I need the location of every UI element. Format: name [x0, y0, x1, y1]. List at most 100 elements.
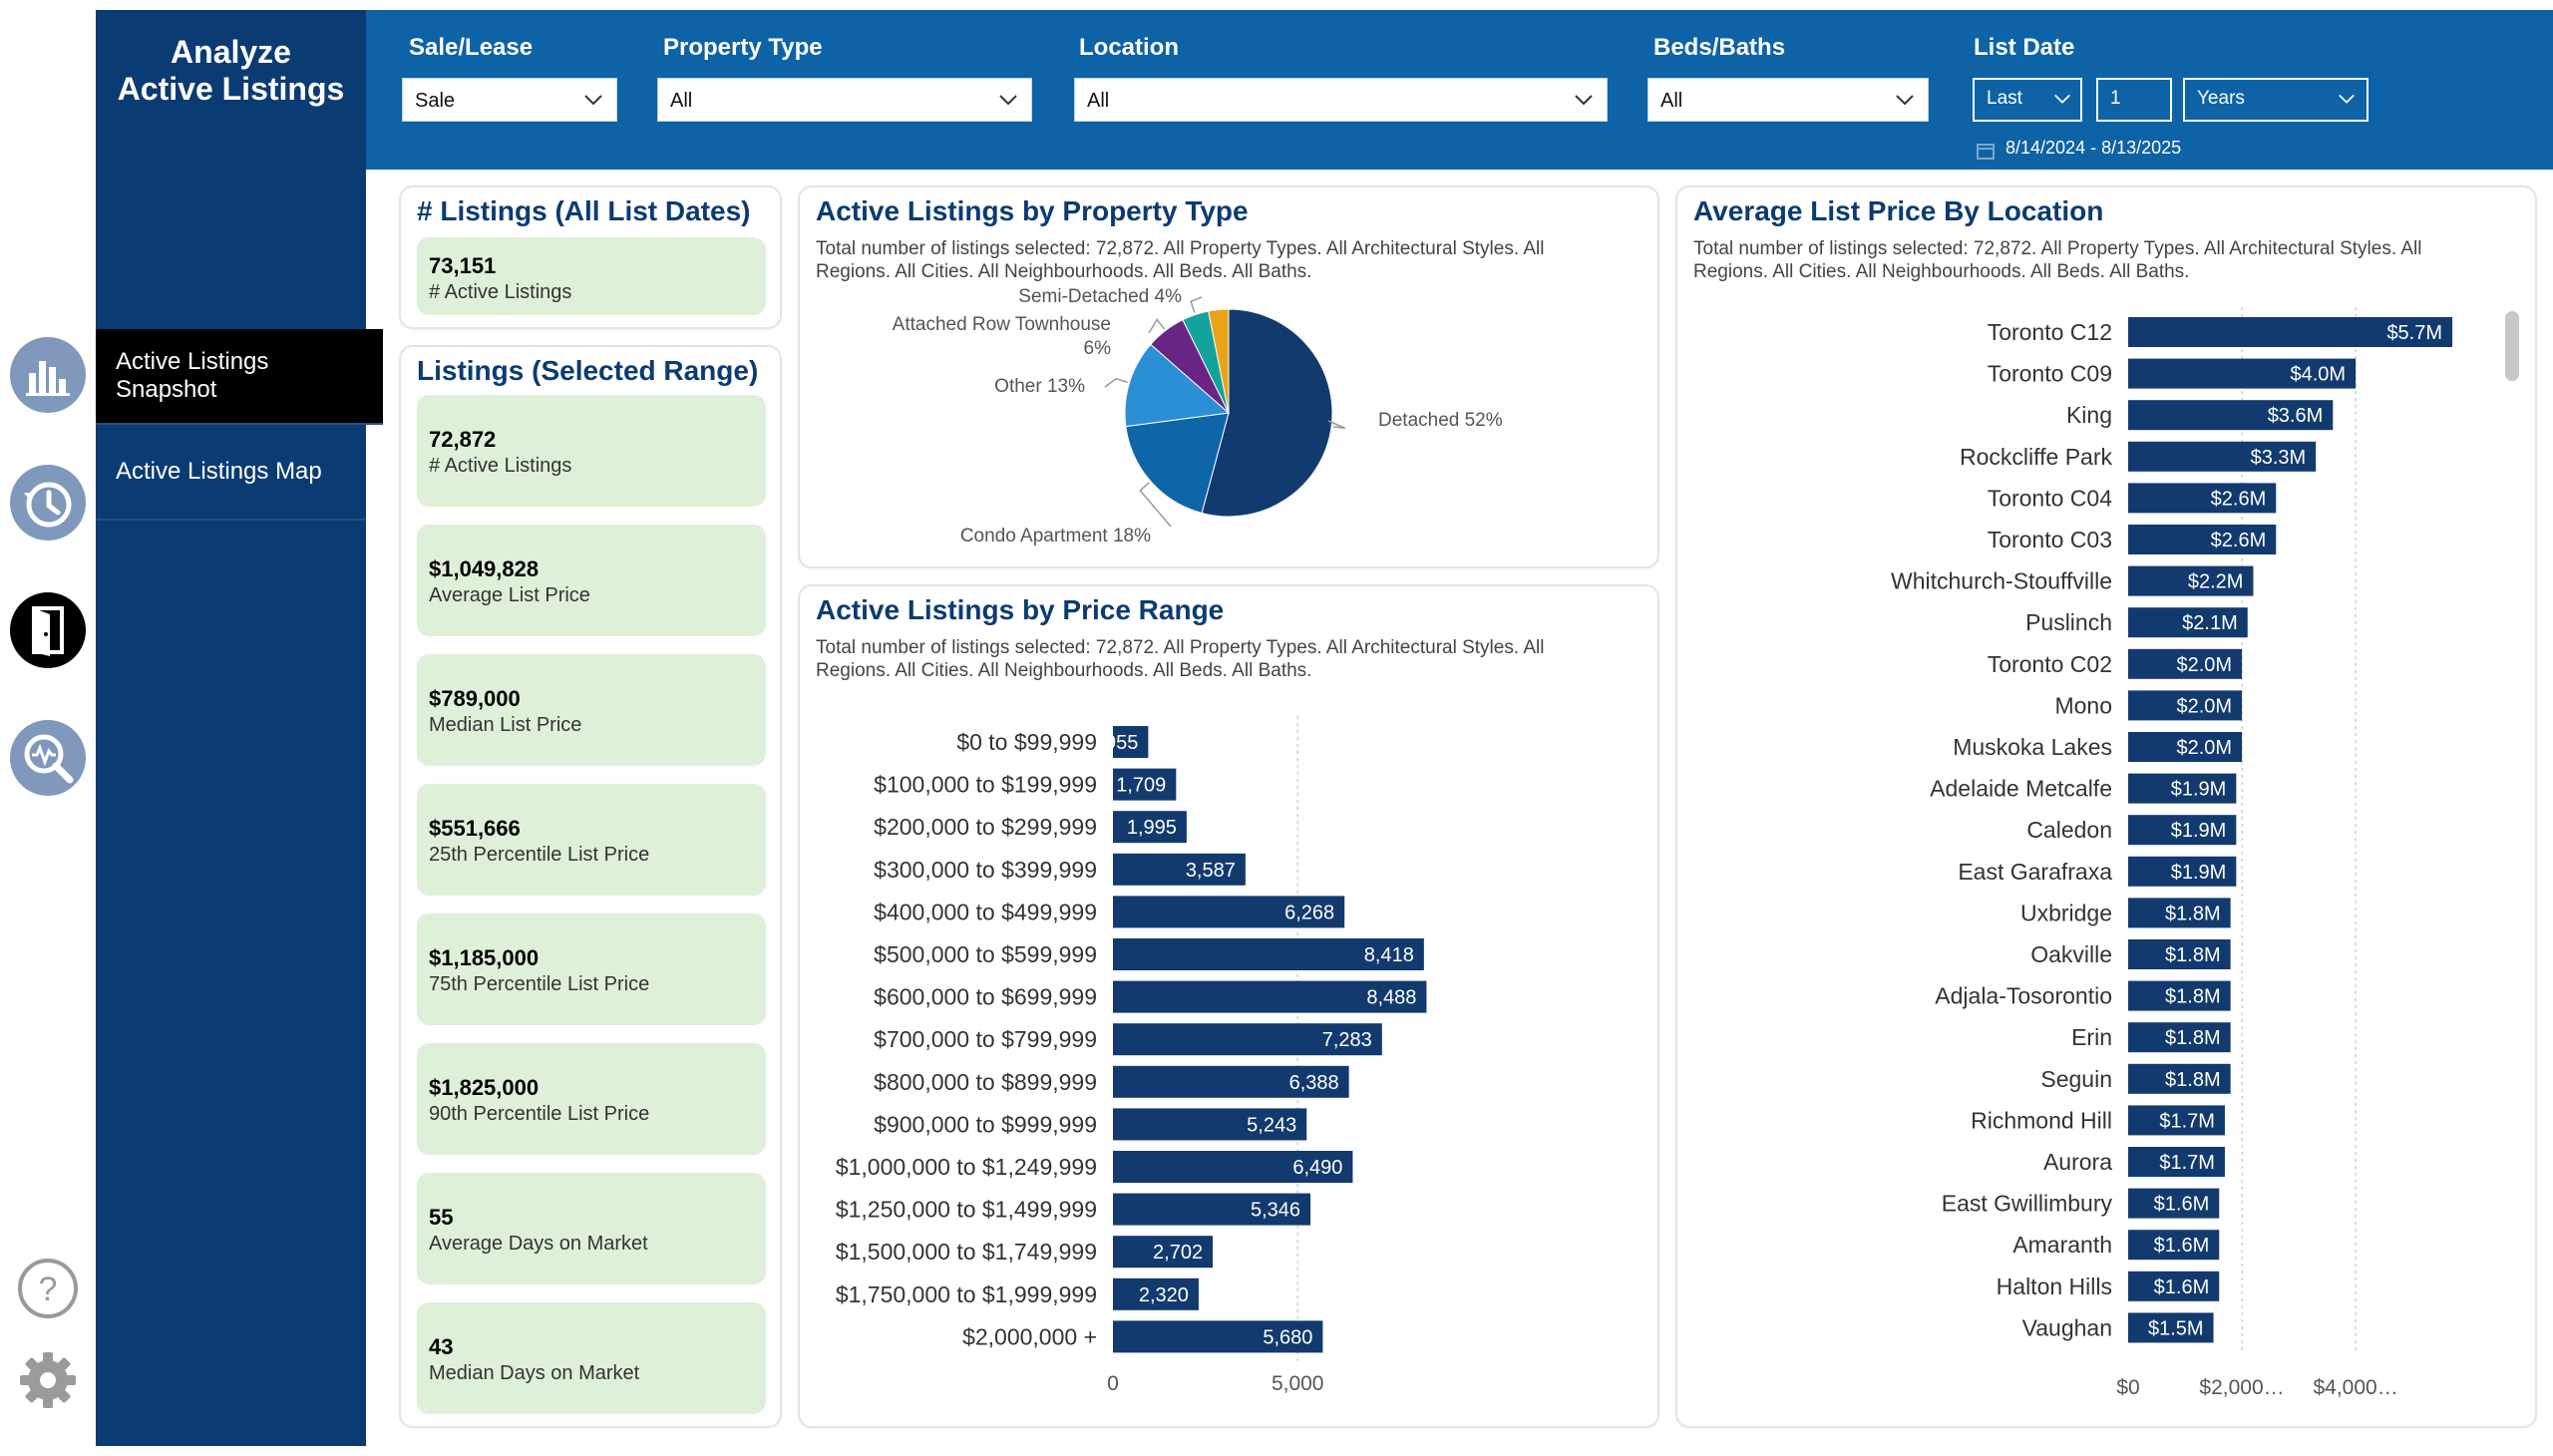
bar[interactable] [1113, 1277, 1199, 1310]
search-analytics-icon[interactable] [8, 718, 88, 798]
bar-value-label: $1.5M [2148, 1317, 2204, 1339]
bar[interactable] [2128, 607, 2248, 638]
sale-lease-dropdown[interactable]: Sale [402, 78, 617, 122]
x-tick-label: 0 [1107, 1372, 1119, 1395]
bar[interactable] [2128, 939, 2231, 969]
kpi-card[interactable]: 72,872 # Active Listings [417, 395, 766, 507]
bar[interactable] [2128, 898, 2231, 928]
bar-value-label: $4.0M [2291, 364, 2347, 386]
exit-door-icon[interactable] [8, 590, 88, 670]
bar[interactable] [2128, 358, 2357, 389]
bar[interactable] [1113, 980, 1427, 1013]
pie-slice-label: Attached Row Townhouse [893, 314, 1111, 335]
category-label: Toronto C12 [1988, 319, 2112, 345]
kpi-card[interactable]: $789,000 Median List Price [417, 654, 766, 766]
listings-selected-title: Listings (Selected Range) [417, 355, 759, 386]
bar[interactable] [2128, 732, 2243, 762]
gear-icon[interactable] [16, 1348, 80, 1412]
bar[interactable] [1113, 726, 1149, 758]
bar[interactable] [2128, 980, 2231, 1011]
beds-baths-value: All [1660, 90, 1683, 112]
calendar-icon[interactable] [1976, 141, 1996, 161]
list-date-relative-dropdown[interactable]: Last [1973, 78, 2082, 122]
pie-slice[interactable] [1208, 308, 1230, 414]
bar[interactable] [1113, 768, 1177, 801]
bar[interactable] [2128, 856, 2237, 887]
category-label: East Gwillimbury [1942, 1191, 2113, 1217]
bar-value-label: $1.8M [2165, 903, 2221, 924]
subtitle-line: Regions. All Cities. All Neighbourhoods.… [816, 261, 1312, 282]
location-scrollbar[interactable] [2505, 311, 2519, 381]
bar[interactable] [2128, 1312, 2214, 1343]
bar-value-label: $1.8M [2165, 944, 2221, 966]
kpi-card[interactable]: 43 Median Days on Market [417, 1302, 766, 1414]
bar[interactable] [2128, 773, 2237, 804]
category-label: Caledon [2026, 817, 2112, 843]
bar-value-label: 5,346 [1251, 1200, 1300, 1222]
kpi-label: # Active Listings [429, 455, 572, 477]
nav-item-snapshot[interactable]: Active Listings Snapshot [96, 329, 383, 425]
kpi-card[interactable]: $1,185,000 75th Percentile List Price [417, 913, 766, 1025]
bar[interactable] [1113, 811, 1187, 844]
bar[interactable] [1113, 1236, 1214, 1269]
list-date-count-input[interactable]: 1 [2096, 78, 2172, 122]
history-icon[interactable] [8, 463, 88, 543]
bar-value-label: $3.3M [2251, 447, 2307, 469]
category-label: Adjala-Tosorontio [1935, 983, 2112, 1009]
kpi-card[interactable]: $1,049,828 Average List Price [417, 525, 766, 636]
pie-slice[interactable] [1201, 308, 1333, 518]
pie-slice[interactable] [1124, 343, 1231, 428]
bar[interactable] [2128, 525, 2277, 554]
bar[interactable] [1113, 1023, 1382, 1056]
bar-value-label: $2.0M [2176, 654, 2232, 676]
pie-leader-line [1190, 296, 1203, 313]
bar[interactable] [1113, 1193, 1311, 1226]
bar[interactable] [1113, 1065, 1349, 1098]
bar[interactable] [2128, 815, 2237, 846]
category-label: $1,000,000 to $1,249,999 [836, 1154, 1097, 1180]
bar[interactable] [2128, 1105, 2225, 1136]
pie-slice[interactable] [1125, 412, 1230, 515]
beds-baths-dropdown[interactable]: All [1647, 78, 1929, 122]
list-date-unit-dropdown[interactable]: Years [2183, 78, 2369, 122]
bar[interactable] [2128, 1063, 2231, 1094]
bar[interactable] [2128, 1271, 2220, 1301]
bar[interactable] [1113, 853, 1246, 886]
kpi-card[interactable]: $1,825,000 90th Percentile List Price [417, 1043, 766, 1155]
pie-leader-line [1104, 377, 1128, 388]
kpi-label: Median Days on Market [429, 1362, 640, 1384]
property-type-label: Property Type [663, 34, 823, 61]
bar[interactable] [2128, 1147, 2225, 1177]
bar[interactable] [1113, 1320, 1323, 1353]
property-type-pie-chart: Detached 52% Condo Apartment 18% Other 13%… [893, 287, 1503, 546]
bar-value-label: $1.9M [2171, 779, 2227, 801]
kpi-value: $789,000 [429, 686, 521, 711]
x-tick-label: $2,000… [2199, 1376, 2284, 1399]
bar[interactable] [2128, 1022, 2231, 1053]
bar[interactable] [2128, 317, 2453, 347]
bar[interactable] [2128, 690, 2243, 721]
kpi-card[interactable]: 55 Average Days on Market [417, 1173, 766, 1284]
bar[interactable] [2128, 1230, 2220, 1261]
nav-item-map[interactable]: Active Listings Map [96, 425, 366, 521]
kpi-card[interactable]: $551,666 25th Percentile List Price [417, 784, 766, 896]
bar-chart-icon[interactable] [8, 335, 88, 415]
bar[interactable] [2128, 400, 2334, 431]
location-dropdown[interactable]: All [1074, 78, 1608, 122]
property-type-dropdown[interactable]: All [657, 78, 1032, 122]
kpi-label: 75th Percentile List Price [429, 973, 650, 995]
bar[interactable] [2128, 1188, 2220, 1219]
bar[interactable] [1113, 896, 1345, 928]
bar[interactable] [2128, 441, 2317, 472]
bar[interactable] [2128, 565, 2254, 596]
kpi-value: 55 [429, 1205, 454, 1230]
bar[interactable] [2128, 483, 2277, 514]
bar[interactable] [1113, 938, 1424, 970]
kpi-card[interactable]: 73,151 # Active Listings [417, 237, 766, 315]
help-icon[interactable]: ? [16, 1257, 80, 1320]
bar[interactable] [1113, 1108, 1307, 1141]
x-tick-label: $0 [2116, 1376, 2139, 1399]
bar[interactable] [1113, 1151, 1353, 1183]
price-range-card: Active Listings by Price Range Total num… [798, 584, 1659, 1428]
bar[interactable] [2128, 648, 2243, 679]
